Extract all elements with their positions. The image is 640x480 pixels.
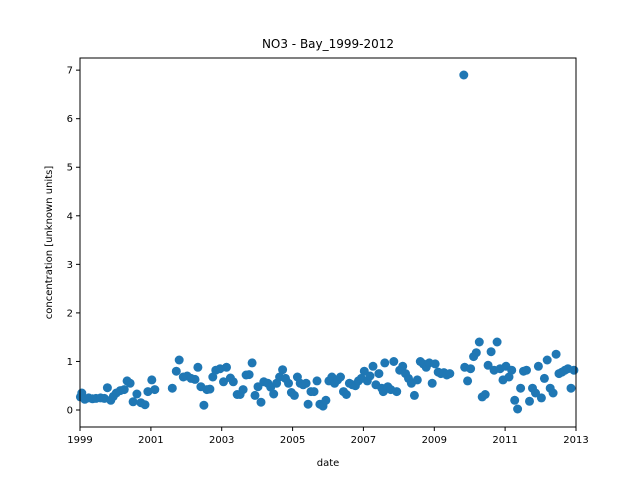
data-point [303,399,313,409]
data-point [427,378,437,388]
plot-frame [79,57,577,428]
x-tick-label: 1999 [67,435,92,446]
data-point [341,390,351,399]
data-point [190,374,200,384]
y-tick-label: 0 [67,406,73,417]
x-tick-label: 2001 [138,435,163,446]
data-point [321,395,331,405]
data-point [336,372,345,382]
data-point [539,373,549,383]
data-point [301,378,311,388]
data-point [150,385,160,395]
data-point [531,388,540,398]
data-point [525,396,534,406]
data-point [102,383,112,393]
data-point [513,404,523,414]
data-point [199,400,209,410]
data-point [256,397,266,407]
data-point [516,383,526,393]
data-point [392,387,402,397]
data-point [171,366,181,376]
y-tick-label: 2 [67,308,73,319]
data-point [238,385,248,395]
data-point [486,347,496,357]
data-point [471,348,481,358]
y-axis: 0 1 2 3 4 5 6 7 [67,66,80,417]
data-point [412,375,422,385]
data-point [247,358,257,368]
y-tick-label: 1 [67,357,73,368]
data-point [119,385,129,395]
data-point [284,378,293,388]
data-point [548,388,558,398]
data-point [228,377,238,387]
y-tick-label: 3 [67,260,73,271]
data-point [409,390,419,400]
data-point [208,372,218,382]
data-point [445,369,455,379]
x-axis-label: date [317,458,340,469]
x-tick-label: 2003 [209,435,234,446]
data-point [542,355,552,365]
data-point [269,389,279,399]
chart-title: NO3 - Bay_1999-2012 [262,37,394,51]
x-tick-label: 2005 [280,435,305,446]
points-layer [75,70,579,414]
data-point [309,387,319,397]
data-point [430,359,440,369]
data-point [132,389,142,399]
data-point [128,397,138,407]
x-tick-label: 2011 [492,435,517,446]
data-point [222,362,231,372]
data-point [368,361,378,371]
data-point [389,357,399,366]
data-point [193,362,203,372]
data-point [365,371,375,381]
y-axis-label: concentration [unknown units] [44,166,55,320]
data-point [278,365,288,375]
data-point [504,372,514,382]
x-tick-label: 2009 [422,435,447,446]
data-point [507,365,517,375]
data-point [466,364,476,374]
y-tick-label: 7 [67,66,73,77]
data-point [522,365,531,375]
data-point [380,358,390,368]
data-point [167,383,177,393]
data-point [533,361,543,371]
y-tick-label: 4 [67,211,73,222]
data-point [566,383,576,393]
data-point [125,378,135,388]
data-point [174,355,184,365]
data-point [569,365,579,375]
data-point [250,390,260,400]
data-point [536,393,546,403]
data-point [551,349,561,359]
data-point [140,400,150,410]
data-point [459,70,469,80]
data-point [398,361,408,371]
data-point [374,369,384,379]
data-point [289,390,299,400]
data-point [483,360,493,370]
x-tick-label: 2013 [563,435,588,446]
x-axis: 1999 2001 2003 2005 2007 2009 2011 2013 [67,427,589,446]
data-point [312,376,322,386]
y-tick-label: 6 [67,114,73,125]
data-point [463,376,473,386]
data-point [205,384,215,394]
data-point [147,375,157,385]
data-point [143,387,153,397]
data-point [480,390,490,399]
x-tick-label: 2007 [351,435,376,446]
data-point [510,395,520,405]
y-tick-label: 5 [67,163,73,174]
data-point [244,370,254,380]
data-point [219,377,228,387]
data-point [492,337,502,347]
data-point [474,337,484,347]
